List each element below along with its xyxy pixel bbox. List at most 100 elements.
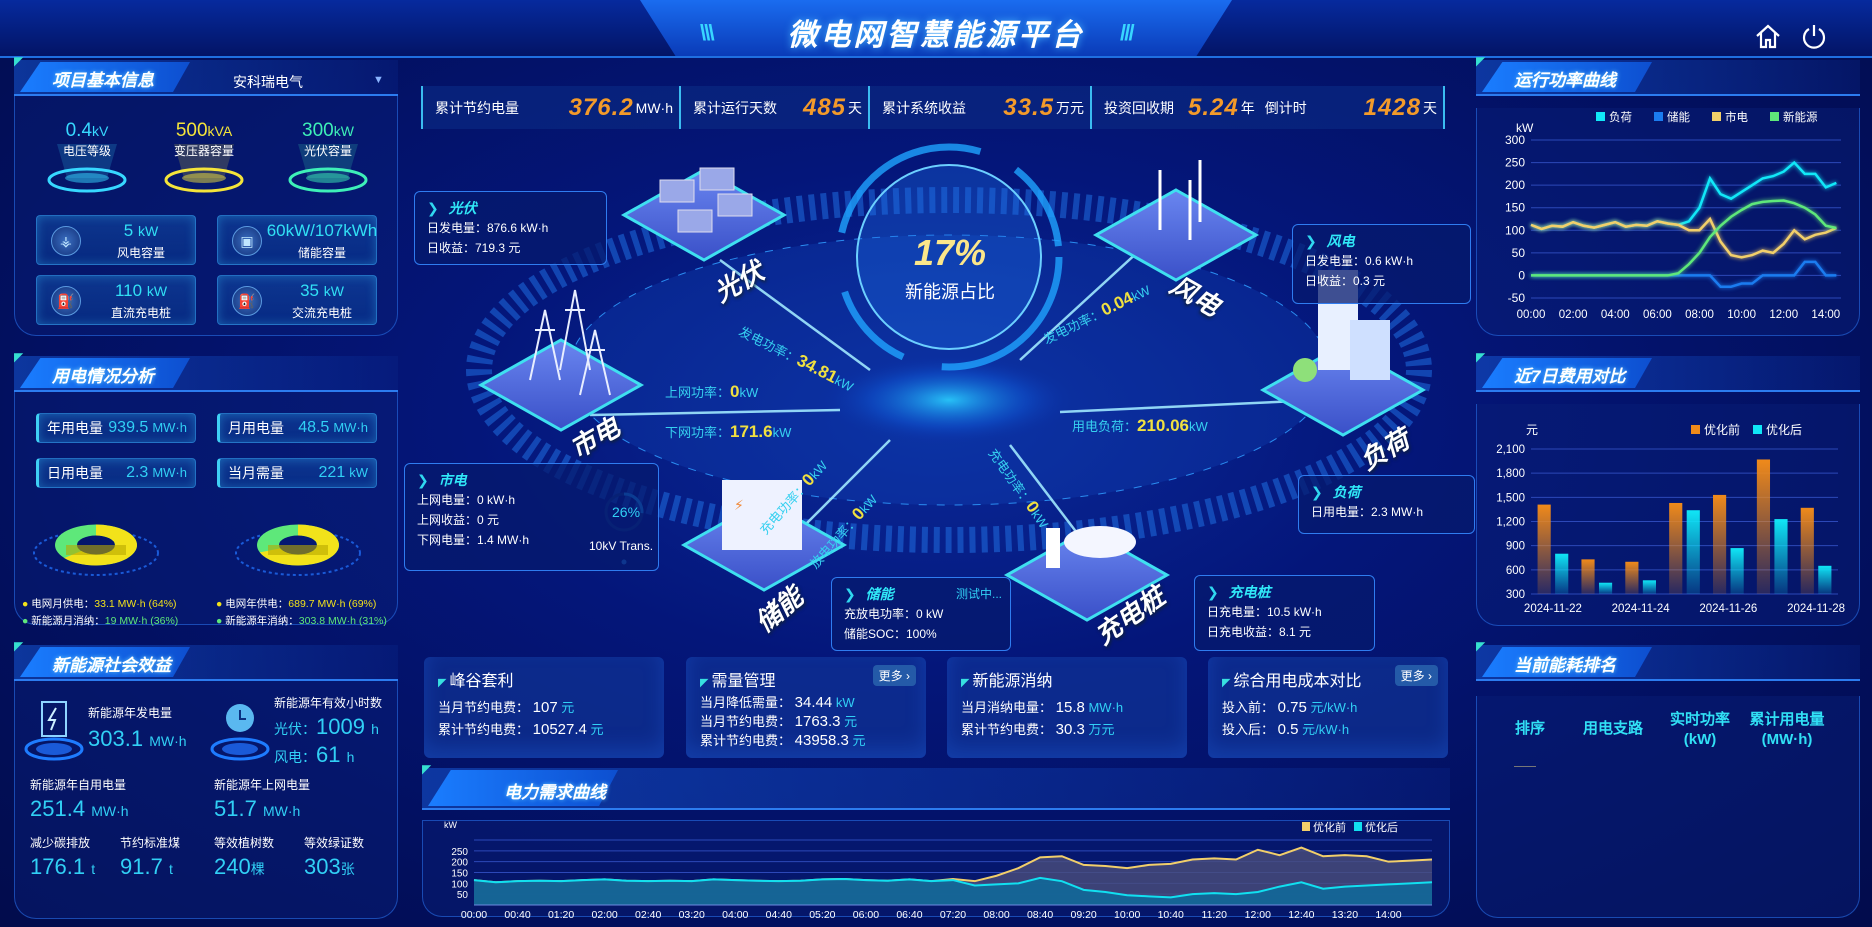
x-tick-label: 10:00 <box>1114 909 1140 921</box>
text: 累计运行天数 <box>693 99 777 116</box>
text: 投入前： <box>1222 700 1275 715</box>
text: t <box>91 861 96 877</box>
series-line-负荷 <box>1530 160 1837 231</box>
text: 变压器容量 <box>173 144 234 158</box>
col-header-rank: 排序 <box>1514 720 1545 737</box>
text: 0.75 <box>1277 699 1307 716</box>
text: 倒计时 <box>1264 99 1307 116</box>
y-tick-label: 300 <box>1506 589 1525 601</box>
legend-dot: ● <box>22 598 29 610</box>
text: 综合用电成本对比 <box>1222 667 1434 691</box>
platform-pv[interactable] <box>620 167 788 262</box>
info-line: 储能SOC：100% <box>844 627 937 641</box>
donut-legend: ● 电网月供电：33.1 MW·h (64%) ● 新能源月消纳：19 MW·h… <box>22 596 212 630</box>
text: MW·h <box>333 420 368 435</box>
panel-title: 电力需求曲线 <box>504 783 606 802</box>
y-tick-label: 250 <box>451 847 468 858</box>
capacity-card: ⛽ 110 kW 直流充电桩 <box>36 275 196 325</box>
info-line: 日发电量：0.6 kW·h <box>1305 254 1414 268</box>
home-icon[interactable] <box>1754 22 1782 50</box>
text: 张 <box>340 861 355 877</box>
text: 35 <box>300 281 319 300</box>
legend-dot: ● <box>216 615 223 627</box>
benefit-row: 当月降低需量： 34.44 kW <box>700 693 912 712</box>
x-tick-label: 2024-11-22 <box>1524 603 1582 615</box>
text: 风电容量 <box>116 246 165 260</box>
power-chart: -50 0 50 100 150 200 250 300kW 00:00 02:00 04:00 06… <box>1505 110 1841 321</box>
text: 1428 <box>1363 93 1421 121</box>
more-button[interactable]: 更多 › <box>872 665 916 686</box>
company-select[interactable]: 安科瑞电气 ▼ <box>233 72 384 92</box>
y-tick-label: 50 <box>457 890 469 901</box>
chevron-down-icon: ▼ <box>373 74 384 86</box>
center-ring-arc <box>835 143 1063 371</box>
platform-storage[interactable]: ⚡ <box>680 480 848 592</box>
text: 171.6 <box>730 422 773 441</box>
x-tick-label: 2024-11-28 <box>1787 603 1845 615</box>
text: 日用电量 <box>47 465 103 481</box>
text: 51.7 <box>214 796 257 821</box>
more-button[interactable]: 更多 › <box>1394 665 1438 686</box>
usage-stat: 月用电量 48.5 MW·h <box>217 413 377 443</box>
platform-grid[interactable] <box>477 289 645 432</box>
bar-优化后 <box>1598 582 1613 594</box>
tree-label: 等效植树数 <box>214 836 275 850</box>
text: kW <box>146 283 168 299</box>
text: 新能源消纳 <box>961 667 1173 691</box>
corner-icon: ◤ <box>1476 350 1486 364</box>
text: h <box>346 749 355 765</box>
y-axis-unit: kW <box>444 820 458 830</box>
text: 月用电量 <box>228 420 284 436</box>
legend-swatch <box>1654 112 1663 121</box>
text: 5 <box>123 221 134 240</box>
text: 元 <box>590 722 604 737</box>
text: 光伏容量 <box>303 144 352 158</box>
power-icon[interactable] <box>1800 22 1828 50</box>
text: 交流充电桩 <box>291 306 352 320</box>
y-tick-label: 150 <box>1505 201 1525 215</box>
supply-donut <box>33 524 159 576</box>
ranking-header: ◤ 当前能耗排名 <box>1476 639 1860 681</box>
y-axis-unit: kW <box>1516 121 1534 135</box>
y-tick-label: 1,800 <box>1496 468 1525 480</box>
charger-icon: ⛽ <box>51 286 81 316</box>
series-line-优化后 <box>473 876 1433 899</box>
svg-text:⚡: ⚡ <box>734 497 744 513</box>
usage-header: ◤ 用电情况分析 <box>14 350 398 392</box>
text: 当月节约电费： <box>438 700 530 715</box>
gen-label: 新能源年发电量 <box>88 706 173 720</box>
x-tick-label: 08:00 <box>1685 309 1714 321</box>
self-use-value: 251.4 MW·h <box>30 796 129 824</box>
legend-label: 优化前 <box>1313 820 1346 834</box>
social-header: ◤ 新能源社会效益 <box>14 639 398 681</box>
legend-swatch <box>1596 112 1605 121</box>
bar-优化前 <box>1800 507 1814 594</box>
bar-优化前 <box>1756 459 1771 594</box>
battery-charge-icon <box>24 694 84 764</box>
benefit-row: 当月节约电费： 107 元 <box>438 697 650 719</box>
text: 累计节约电费： <box>961 722 1053 737</box>
text: 万元 <box>1056 99 1084 116</box>
ranking-list[interactable]: 3 馈线柜4-ZAL总 32.7 0.3 4 馈线柜4-IPD... 23.6 … <box>1505 772 1827 892</box>
carbon-label: 减少碳排放 <box>30 836 91 850</box>
y-tick-label: 200 <box>451 858 468 869</box>
capacity-card: ▣ 60kW/107kWh 储能容量 <box>217 215 377 265</box>
text: 元 <box>844 714 858 729</box>
x-tick-label: 02:40 <box>635 909 661 921</box>
x-tick-label: 10:00 <box>1727 309 1756 321</box>
platform-wind[interactable] <box>1092 160 1260 282</box>
legend-label: 优化后 <box>1365 820 1398 834</box>
platform-charger[interactable] <box>1003 526 1171 622</box>
text: 光伏： <box>274 721 316 737</box>
grid-label: 新能源年上网电量 <box>214 778 311 792</box>
text: 19 MW·h (36%) <box>104 615 179 627</box>
info-line: 上网电量：0 kW·h <box>417 493 516 507</box>
y-tick-label: 1,200 <box>1496 517 1525 529</box>
